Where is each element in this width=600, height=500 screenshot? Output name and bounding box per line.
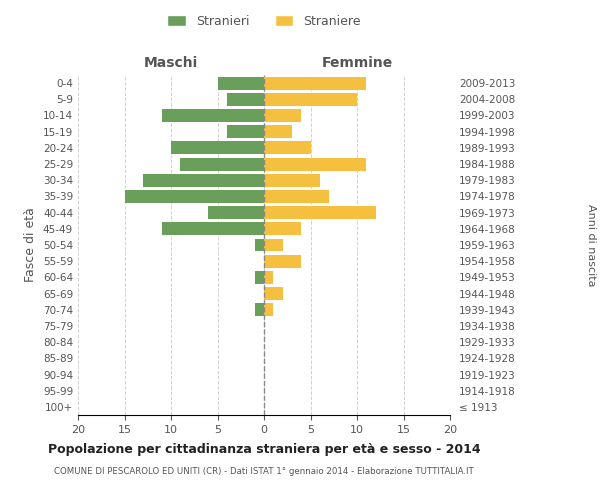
Bar: [218, 76, 264, 90]
Bar: [162, 222, 264, 235]
Y-axis label: Fasce di età: Fasce di età: [25, 208, 37, 282]
Bar: [227, 93, 264, 106]
Bar: [264, 76, 366, 90]
Bar: [264, 174, 320, 186]
Bar: [264, 109, 301, 122]
Bar: [125, 190, 264, 203]
Text: COMUNE DI PESCAROLO ED UNITI (CR) - Dati ISTAT 1° gennaio 2014 - Elaborazione TU: COMUNE DI PESCAROLO ED UNITI (CR) - Dati…: [54, 468, 474, 476]
Bar: [181, 158, 264, 170]
Text: Femmine: Femmine: [322, 56, 392, 70]
Bar: [264, 93, 357, 106]
Bar: [208, 206, 264, 219]
Bar: [264, 158, 366, 170]
Bar: [254, 304, 264, 316]
Text: Anni di nascita: Anni di nascita: [586, 204, 596, 286]
Bar: [264, 238, 283, 252]
Bar: [264, 287, 283, 300]
Bar: [143, 174, 264, 186]
Bar: [227, 125, 264, 138]
Bar: [264, 271, 274, 284]
Bar: [264, 254, 301, 268]
Bar: [254, 238, 264, 252]
Bar: [264, 222, 301, 235]
Bar: [264, 125, 292, 138]
Bar: [162, 109, 264, 122]
Bar: [171, 142, 264, 154]
Bar: [254, 271, 264, 284]
Bar: [264, 304, 274, 316]
Bar: [264, 190, 329, 203]
Text: Popolazione per cittadinanza straniera per età e sesso - 2014: Popolazione per cittadinanza straniera p…: [47, 442, 481, 456]
Bar: [264, 142, 311, 154]
Text: Maschi: Maschi: [144, 56, 198, 70]
Bar: [264, 206, 376, 219]
Legend: Stranieri, Straniere: Stranieri, Straniere: [163, 11, 365, 32]
